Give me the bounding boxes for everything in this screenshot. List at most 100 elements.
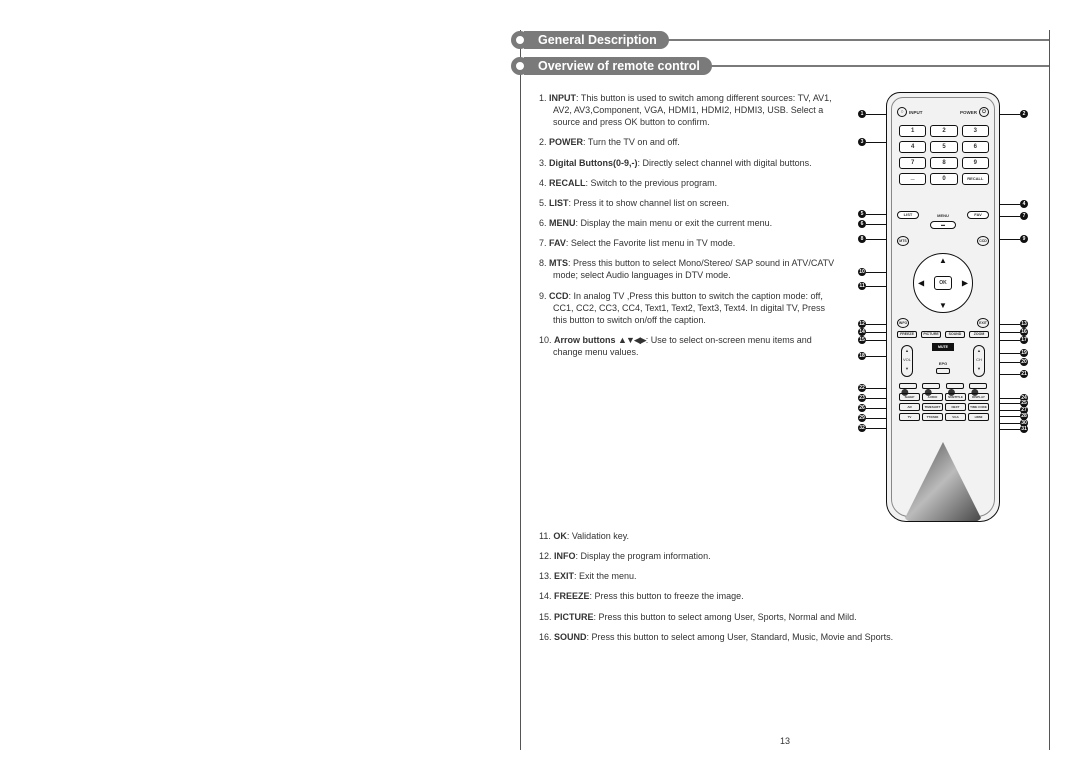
callout-number: 18 <box>858 352 866 360</box>
callout-number: 11 <box>858 282 866 290</box>
callout-line <box>866 214 886 215</box>
callout-number: 29 <box>858 414 866 422</box>
description-item: 16. SOUND: Press this button to select a… <box>539 631 1037 643</box>
callout: 3 <box>858 138 886 146</box>
header-title-2: Overview of remote control <box>524 57 712 75</box>
callout-line <box>866 340 886 341</box>
remote-body: ○INPUT POWER⏻ 123456789—0RECALL LIST MEN… <box>886 92 1000 522</box>
header-overview: Overview of remote control <box>511 56 1049 76</box>
callout: 26 <box>858 404 886 412</box>
pill-circle-icon <box>511 57 529 75</box>
info-button: INFO <box>897 318 909 328</box>
header-rule <box>667 39 1049 41</box>
callout-number: 2 <box>1020 110 1028 118</box>
callout-line <box>866 388 886 389</box>
function-button: AUDIO <box>922 393 943 401</box>
callout: 32 <box>858 424 886 432</box>
callout: 7 <box>1000 212 1028 220</box>
digit-button: 3 <box>962 125 989 137</box>
callout-line <box>866 332 886 333</box>
function-button: NEXT <box>945 403 966 411</box>
callout-line <box>866 356 886 357</box>
callout-line <box>866 142 886 143</box>
ch-rocker: ▲CH▼ <box>973 345 985 377</box>
callout-number: 21 <box>1020 370 1028 378</box>
yellow-button: ● <box>946 383 964 389</box>
sound-button: SOUND <box>945 331 965 338</box>
digit-button: RECALL <box>962 173 989 185</box>
green-button: ● <box>922 383 940 389</box>
epg-button <box>936 368 950 374</box>
callout-number: 5 <box>858 210 866 218</box>
content-area: 1. INPUT: This button is used to switch … <box>521 82 1049 522</box>
ccd-button: CCD <box>977 236 989 246</box>
callout: 13 <box>1000 320 1028 328</box>
description-item: 1. INPUT: This button is used to switch … <box>539 92 835 128</box>
arrow-down-icon: ▼ <box>939 301 947 310</box>
callout: 2 <box>1000 110 1028 118</box>
exit-button: EXIT <box>977 318 989 328</box>
callout: 20 <box>1000 358 1028 366</box>
callout: 22 <box>858 384 886 392</box>
ok-button: OK <box>934 276 952 290</box>
callout: 18 <box>858 352 886 360</box>
function-button: SLEEP <box>899 393 920 401</box>
callout: 19 <box>1000 349 1028 357</box>
dpad: ▲ ▼ ◀ ▶ OK <box>913 253 973 313</box>
callout-number: 32 <box>858 424 866 432</box>
bottom-grid: SLEEPAUDIOSUBTITLEDISPLAYARTIMESHIFTNEXT… <box>899 393 989 421</box>
digit-button: 0 <box>930 173 957 185</box>
callout-line <box>866 324 886 325</box>
function-button: AR <box>899 403 920 411</box>
description-item: 10. Arrow buttons ▲▼◀▶: Use to select on… <box>539 334 835 358</box>
description-item: 6. MENU: Display the main menu or exit t… <box>539 217 835 229</box>
function-button: SUBTITLE <box>945 393 966 401</box>
description-item: 8. MTS: Press this button to select Mono… <box>539 257 835 281</box>
manual-page: General Description Overview of remote c… <box>520 30 1050 750</box>
callout-number: 26 <box>858 404 866 412</box>
callout: 17 <box>1000 336 1028 344</box>
description-item: 2. POWER: Turn the TV on and off. <box>539 136 835 148</box>
callout-line <box>1000 340 1020 341</box>
callout-line <box>866 428 886 429</box>
digit-button: — <box>899 173 926 185</box>
callout-number: 8 <box>858 235 866 243</box>
callout-number: 23 <box>858 394 866 402</box>
callout-line <box>1000 374 1020 375</box>
digit-button: 6 <box>962 141 989 153</box>
function-button: TV <box>899 413 920 421</box>
callout-number: 22 <box>858 384 866 392</box>
color-buttons: ● ● ● ● <box>899 383 987 389</box>
digit-button: 9 <box>962 157 989 169</box>
power-button: ⏻ <box>979 107 989 117</box>
header-title-1: General Description <box>524 31 669 49</box>
vol-rocker: ▲VOL▼ <box>901 345 913 377</box>
callout-number: 15 <box>858 336 866 344</box>
description-item: 13. EXIT: Exit the menu. <box>539 570 1037 582</box>
callout-number: 13 <box>1020 320 1028 328</box>
list-button: LIST <box>897 211 919 219</box>
callout-line <box>1000 204 1020 205</box>
callout-number: 1 <box>858 110 866 118</box>
function-button: TIME CODE <box>968 403 989 411</box>
callout-line <box>866 408 886 409</box>
callout-line <box>866 418 886 419</box>
callout: 23 <box>858 394 886 402</box>
callout-number: 20 <box>1020 358 1028 366</box>
lower-description-list: 11. OK: Validation key.12. INFO: Display… <box>521 522 1049 643</box>
description-item: 14. FREEZE: Press this button to freeze … <box>539 590 1037 602</box>
callout: 10 <box>858 268 886 276</box>
callout: 11 <box>858 282 886 290</box>
callout-line <box>1000 403 1020 404</box>
mute-button: MUTE <box>932 343 954 351</box>
description-item: 12. INFO: Display the program informatio… <box>539 550 1037 562</box>
callout: 21 <box>1000 370 1028 378</box>
callout-number: 7 <box>1020 212 1028 220</box>
callout-line <box>1000 332 1020 333</box>
callout-number: 9 <box>1020 235 1028 243</box>
callout-number: 3 <box>858 138 866 146</box>
callout-line <box>1000 423 1020 424</box>
remote-diagram: ○INPUT POWER⏻ 123456789—0RECALL LIST MEN… <box>843 92 1043 522</box>
arrow-up-icon: ▲ <box>939 256 947 265</box>
arrow-right-icon: ▶ <box>962 279 968 288</box>
